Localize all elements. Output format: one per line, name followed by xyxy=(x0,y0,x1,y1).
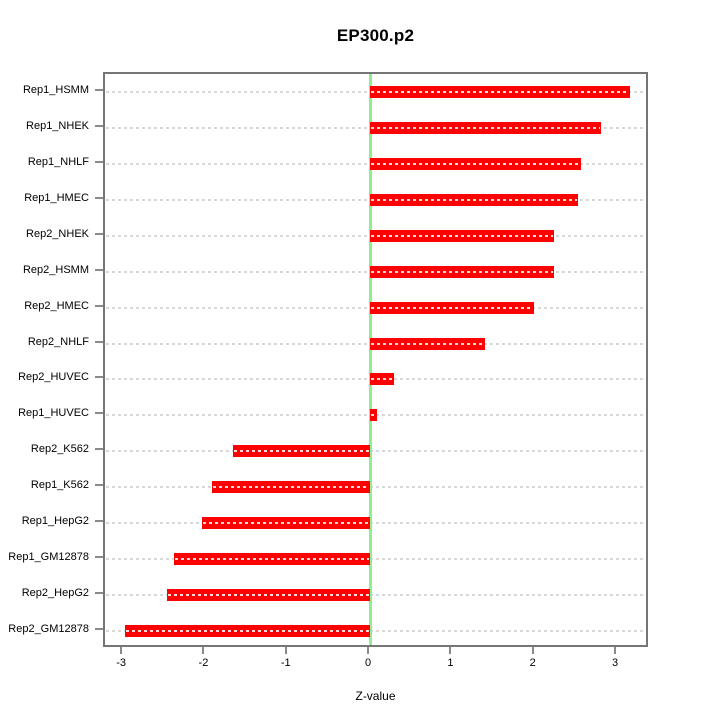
gridline xyxy=(106,630,645,633)
y-axis-label: Rep2_HUVEC xyxy=(18,371,89,384)
x-axis-tick-label: 3 xyxy=(612,657,619,669)
gridline xyxy=(106,486,645,489)
bar-Rep2_HUVEC xyxy=(370,373,394,386)
bar-Rep2_HMEC xyxy=(370,301,534,314)
bar-dash-pattern xyxy=(371,198,577,201)
y-axis-label: Rep1_NHEK xyxy=(26,119,89,132)
y-axis-tick xyxy=(95,556,103,559)
x-axis-tick-label: -2 xyxy=(198,657,209,669)
bar-dash-pattern xyxy=(175,558,370,561)
gridline xyxy=(106,558,645,561)
y-axis-label: Rep2_NHEK xyxy=(26,227,89,240)
bar-Rep2_NHLF xyxy=(370,337,485,350)
x-axis-tick xyxy=(284,647,287,654)
x-axis-tick xyxy=(120,647,123,654)
y-axis-label: Rep1_HMEC xyxy=(24,191,89,204)
zero-value-line xyxy=(368,74,372,645)
y-axis-tick xyxy=(95,520,103,523)
bar-dash-pattern xyxy=(371,342,484,345)
bar-Rep1_HepG2 xyxy=(202,517,371,530)
x-axis-tick xyxy=(531,647,534,654)
x-axis-tick xyxy=(449,647,452,654)
gridline xyxy=(106,450,645,453)
bar-dash-pattern xyxy=(371,234,554,237)
y-axis-label: Rep2_HSMM xyxy=(22,263,89,276)
x-axis-tick-label: 2 xyxy=(529,657,536,669)
x-axis-tick-label: 0 xyxy=(365,657,372,669)
bar-dash-pattern xyxy=(213,486,370,489)
y-axis-tick xyxy=(95,160,103,163)
x-axis-tick-label: -1 xyxy=(280,657,291,669)
x-axis-tick xyxy=(202,647,205,654)
y-axis-tick xyxy=(95,412,103,415)
bar-dash-pattern xyxy=(371,162,580,165)
bar-dash-pattern xyxy=(203,522,370,525)
gridline xyxy=(106,594,645,597)
bar-dash-pattern xyxy=(371,126,600,129)
bar-Rep2_NHEK xyxy=(370,229,555,242)
y-axis-tick xyxy=(95,232,103,235)
y-axis-label: Rep1_GM12878 xyxy=(8,551,89,564)
gridline xyxy=(106,522,645,525)
x-axis-tick xyxy=(367,647,370,654)
plot-area xyxy=(103,72,648,647)
y-axis-tick xyxy=(95,340,103,343)
bar-Rep1_NHEK xyxy=(370,121,601,134)
bar-Rep1_NHLF xyxy=(370,157,581,170)
y-axis-label: Rep2_K562 xyxy=(30,443,89,456)
chart-title: EP300.p2 xyxy=(336,26,415,45)
y-axis-tick xyxy=(95,448,103,451)
y-axis-tick xyxy=(95,628,103,631)
x-axis-tick xyxy=(614,647,617,654)
bar-dash-pattern xyxy=(371,378,393,381)
y-axis-tick xyxy=(95,304,103,307)
bar-Rep1_GM12878 xyxy=(174,553,371,566)
bar-dash-pattern xyxy=(371,414,376,417)
bar-dash-pattern xyxy=(371,306,533,309)
y-axis-tick xyxy=(95,376,103,379)
y-axis-label: Rep2_NHLF xyxy=(27,335,89,348)
y-axis-tick xyxy=(95,592,103,595)
bar-Rep2_GM12878 xyxy=(124,625,371,638)
bar-Rep1_HMEC xyxy=(370,193,578,206)
bar-Rep1_K562 xyxy=(212,481,371,494)
y-axis-label: Rep1_HSMM xyxy=(22,83,89,96)
bar-Rep1_HUVEC xyxy=(370,409,377,422)
y-axis-tick xyxy=(95,196,103,199)
y-axis-tick xyxy=(95,484,103,487)
y-axis-label: Rep2_GM12878 xyxy=(8,623,89,636)
y-axis-tick xyxy=(95,124,103,127)
y-axis-tick xyxy=(95,88,103,91)
y-axis-label: Rep2_HepG2 xyxy=(21,587,89,600)
x-axis-tick-label: -3 xyxy=(116,657,126,669)
bar-dash-pattern xyxy=(233,450,370,453)
x-axis-title: Z-value xyxy=(355,689,396,703)
y-axis-label: Rep2_HMEC xyxy=(24,299,89,312)
bar-Rep2_HepG2 xyxy=(166,589,371,602)
y-axis-label: Rep1_HUVEC xyxy=(18,407,89,420)
x-axis-tick-label: 1 xyxy=(447,657,454,669)
bar-dash-pattern xyxy=(167,594,370,597)
y-axis-label: Rep1_K562 xyxy=(30,479,89,492)
bar-dash-pattern xyxy=(371,90,630,93)
bar-Rep1_HSMM xyxy=(370,85,631,98)
y-axis-tick xyxy=(95,268,103,271)
bar-Rep2_K562 xyxy=(232,445,371,458)
bar-dash-pattern xyxy=(371,270,553,273)
y-axis-label: Rep1_HepG2 xyxy=(21,515,89,528)
y-axis-label: Rep1_NHLF xyxy=(27,155,89,168)
bar-dash-pattern xyxy=(125,630,370,633)
bar-Rep2_HSMM xyxy=(370,265,554,278)
